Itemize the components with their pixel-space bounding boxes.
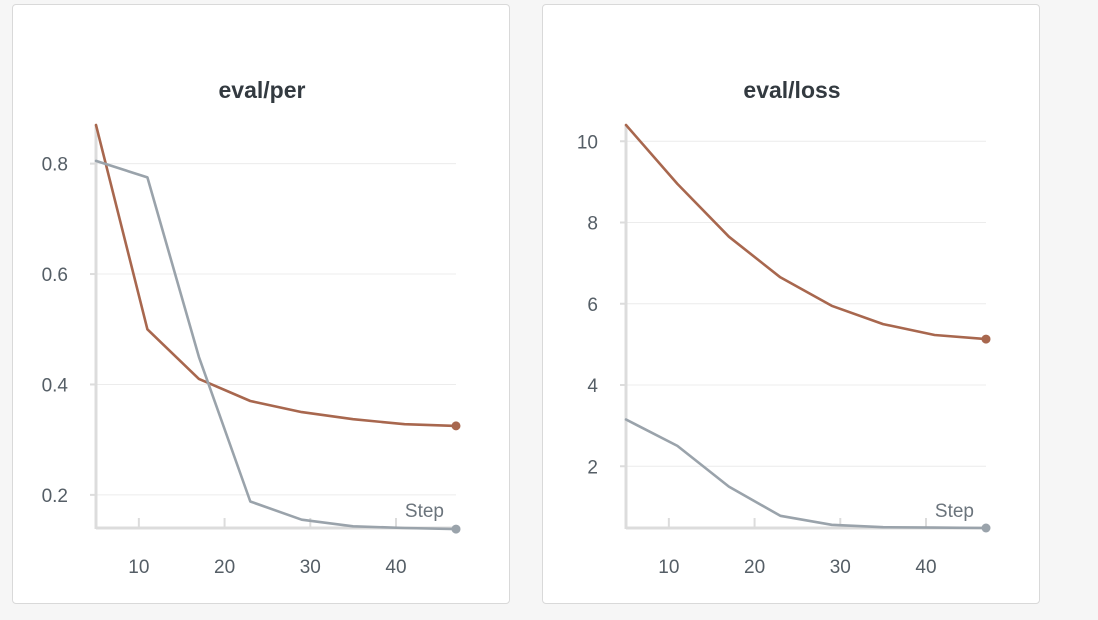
series-line-1 [94,123,458,428]
series-end-marker-2 [451,524,461,534]
x-axis-label: Step [935,501,974,522]
chart-panel-eval-per: eval/per Step 0.2 0.4 0.6 0.8 10 20 30 40 [12,4,510,604]
y-tick-label: 4 [587,376,598,397]
x-tick-label: 30 [830,557,851,578]
y-tick-label: 0.6 [42,265,68,286]
y-tick-label: 6 [587,295,598,316]
y-tick-label: 10 [577,132,598,153]
chart-eval-per: eval/per Step 0.2 0.4 0.6 0.8 10 20 30 40 [42,77,461,578]
series-end-marker-2 [981,523,991,533]
x-tick-label: 40 [915,557,936,578]
x-tick-label: 20 [744,557,765,578]
y-tick-label: 0.8 [42,155,68,176]
x-tick-label: 10 [128,557,149,578]
grid-group [90,125,456,530]
x-tick-label: 20 [214,557,235,578]
y-tick-label: 0.4 [42,375,69,396]
grid-group [620,125,986,530]
series-end-marker-1 [451,421,461,431]
x-tick-label: 40 [385,557,406,578]
chart-title: eval/loss [743,77,840,103]
series-end-marker-1 [981,334,991,344]
series-line-1 [624,123,988,341]
y-tick-label: 8 [587,214,598,235]
x-tick-label: 30 [300,557,321,578]
y-tick-label: 2 [587,457,598,478]
y-tick-label: 0.2 [42,486,68,507]
chart-title: eval/per [219,77,306,103]
series-line-2 [624,418,988,530]
chart-panel-eval-loss: eval/loss Step 2 4 6 8 10 10 20 30 40 [542,4,1040,604]
x-tick-label: 10 [658,557,679,578]
series-line-2 [94,159,458,531]
x-axis-label: Step [405,501,444,522]
chart-eval-loss: eval/loss Step 2 4 6 8 10 10 20 30 40 [577,77,991,578]
